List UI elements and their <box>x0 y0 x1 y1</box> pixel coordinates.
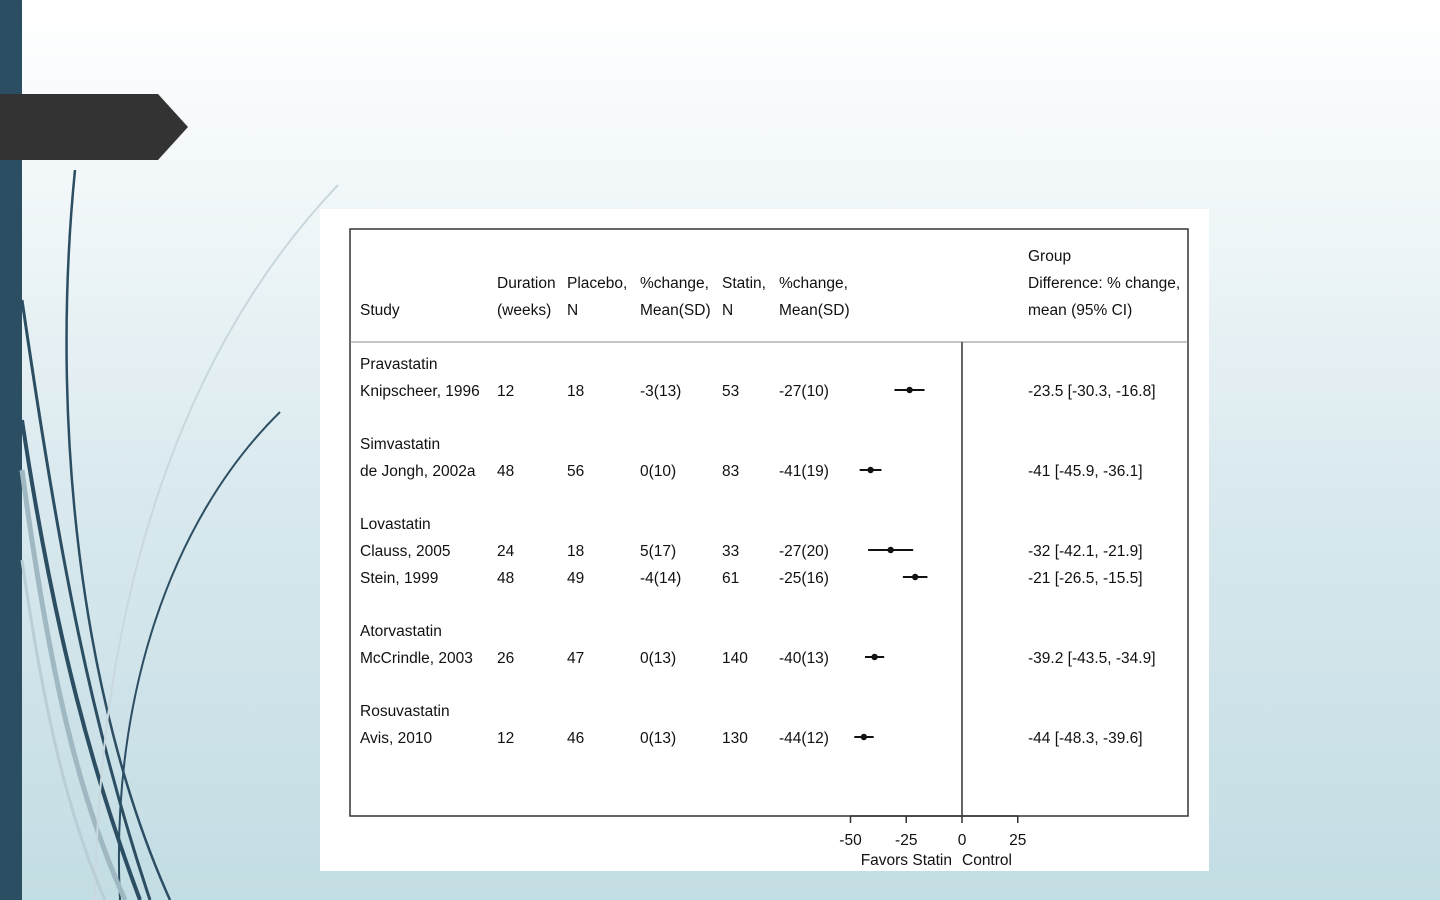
duration-value: 12 <box>497 383 514 400</box>
ci-text-value: -21 [-26.5, -15.5] <box>1028 570 1143 587</box>
header-study: Study <box>360 302 400 319</box>
placebo-n-value: 56 <box>567 463 584 480</box>
statin-change-value: -40(13) <box>779 650 829 667</box>
axis-label-control: Control <box>962 852 1012 869</box>
duration-value: 48 <box>497 463 514 480</box>
statin-n-value: 83 <box>722 463 739 480</box>
placebo-n-value: 47 <box>567 650 584 667</box>
statin-change-value: -44(12) <box>779 730 829 747</box>
placebo-change-value: 0(13) <box>640 730 676 747</box>
group-label: Atorvastatin <box>360 623 442 640</box>
group-label: Lovastatin <box>360 516 431 533</box>
ci-text-value: -39.2 [-43.5, -34.9] <box>1028 650 1156 667</box>
duration-value: 12 <box>497 730 514 747</box>
point-estimate <box>871 653 878 661</box>
placebo-change-value: -4(14) <box>640 570 681 587</box>
study-name: Clauss, 2005 <box>360 543 450 560</box>
header-difference: Group <box>1028 248 1071 265</box>
header-difference: Difference: % change, <box>1028 275 1180 292</box>
point-estimate <box>911 573 919 581</box>
point-estimate <box>906 386 913 394</box>
header-difference: mean (95% CI) <box>1028 302 1132 319</box>
group-label: Rosuvastatin <box>360 703 450 720</box>
placebo-n-value: 18 <box>567 383 584 400</box>
ci-text-value: -41 [-45.9, -36.1] <box>1028 463 1143 480</box>
statin-change-value: -27(10) <box>779 383 829 400</box>
placebo-n-value: 18 <box>567 543 584 560</box>
header-statin-change: %change, <box>779 275 848 292</box>
x-tick-label: 25 <box>1009 832 1026 849</box>
x-tick-label: -25 <box>895 832 917 849</box>
x-tick-label: -50 <box>839 832 862 849</box>
forest-plot: Study Duration (weeks) Placebo, N %change, Mea… <box>349 228 1189 869</box>
point-estimate <box>887 546 894 554</box>
header-placebo-n: N <box>567 302 578 319</box>
header-placebo-change: %change, <box>640 275 709 292</box>
header-statin-n: Statin, <box>722 275 766 292</box>
placebo-change-value: 0(13) <box>640 650 676 667</box>
x-tick-label: 0 <box>958 832 967 849</box>
duration-value: 26 <box>497 650 514 667</box>
statin-n-value: 130 <box>722 730 748 747</box>
ci-text-value: -23.5 [-30.3, -16.8] <box>1028 383 1156 400</box>
group-label: Pravastatin <box>360 356 438 373</box>
placebo-n-value: 49 <box>567 570 584 587</box>
header-placebo-change: Mean(SD) <box>640 302 711 319</box>
title-tab-shape <box>0 94 188 160</box>
study-name: Avis, 2010 <box>360 730 432 747</box>
statin-n-value: 33 <box>722 543 739 560</box>
header-duration: (weeks) <box>497 302 551 319</box>
header-statin-change: Mean(SD) <box>779 302 850 319</box>
header-duration: Duration <box>497 275 556 292</box>
point-estimate <box>867 466 874 474</box>
study-name: Stein, 1999 <box>360 570 438 587</box>
placebo-n-value: 46 <box>567 730 584 747</box>
duration-value: 48 <box>497 570 514 587</box>
study-name: Knipscheer, 1996 <box>360 383 480 400</box>
forest-plot-image: Study Duration (weeks) Placebo, N %change, Mea… <box>320 209 1209 871</box>
header-statin-n: N <box>722 302 733 319</box>
placebo-change-value: 0(10) <box>640 463 676 480</box>
statin-change-value: -25(16) <box>779 570 829 587</box>
left-accent-strip <box>0 0 22 900</box>
placebo-change-value: -3(13) <box>640 383 681 400</box>
duration-value: 24 <box>497 543 515 560</box>
study-name: de Jongh, 2002a <box>360 463 476 480</box>
header-placebo-n: Placebo, <box>567 275 627 292</box>
ci-text-value: -44 [-48.3, -39.6] <box>1028 730 1143 747</box>
group-label: Simvastatin <box>360 436 440 453</box>
statin-n-value: 61 <box>722 570 739 587</box>
statin-n-value: 53 <box>722 383 739 400</box>
axis-label-favors-statin: Favors Statin <box>861 852 952 869</box>
statin-change-value: -27(20) <box>779 543 829 560</box>
point-estimate <box>860 733 868 741</box>
statin-change-value: -41(19) <box>779 463 829 480</box>
ci-text-value: -32 [-42.1, -21.9] <box>1028 543 1143 560</box>
statin-n-value: 140 <box>722 650 748 667</box>
study-name: McCrindle, 2003 <box>360 650 473 667</box>
plot-frame <box>349 228 1189 817</box>
placebo-change-value: 5(17) <box>640 543 676 560</box>
